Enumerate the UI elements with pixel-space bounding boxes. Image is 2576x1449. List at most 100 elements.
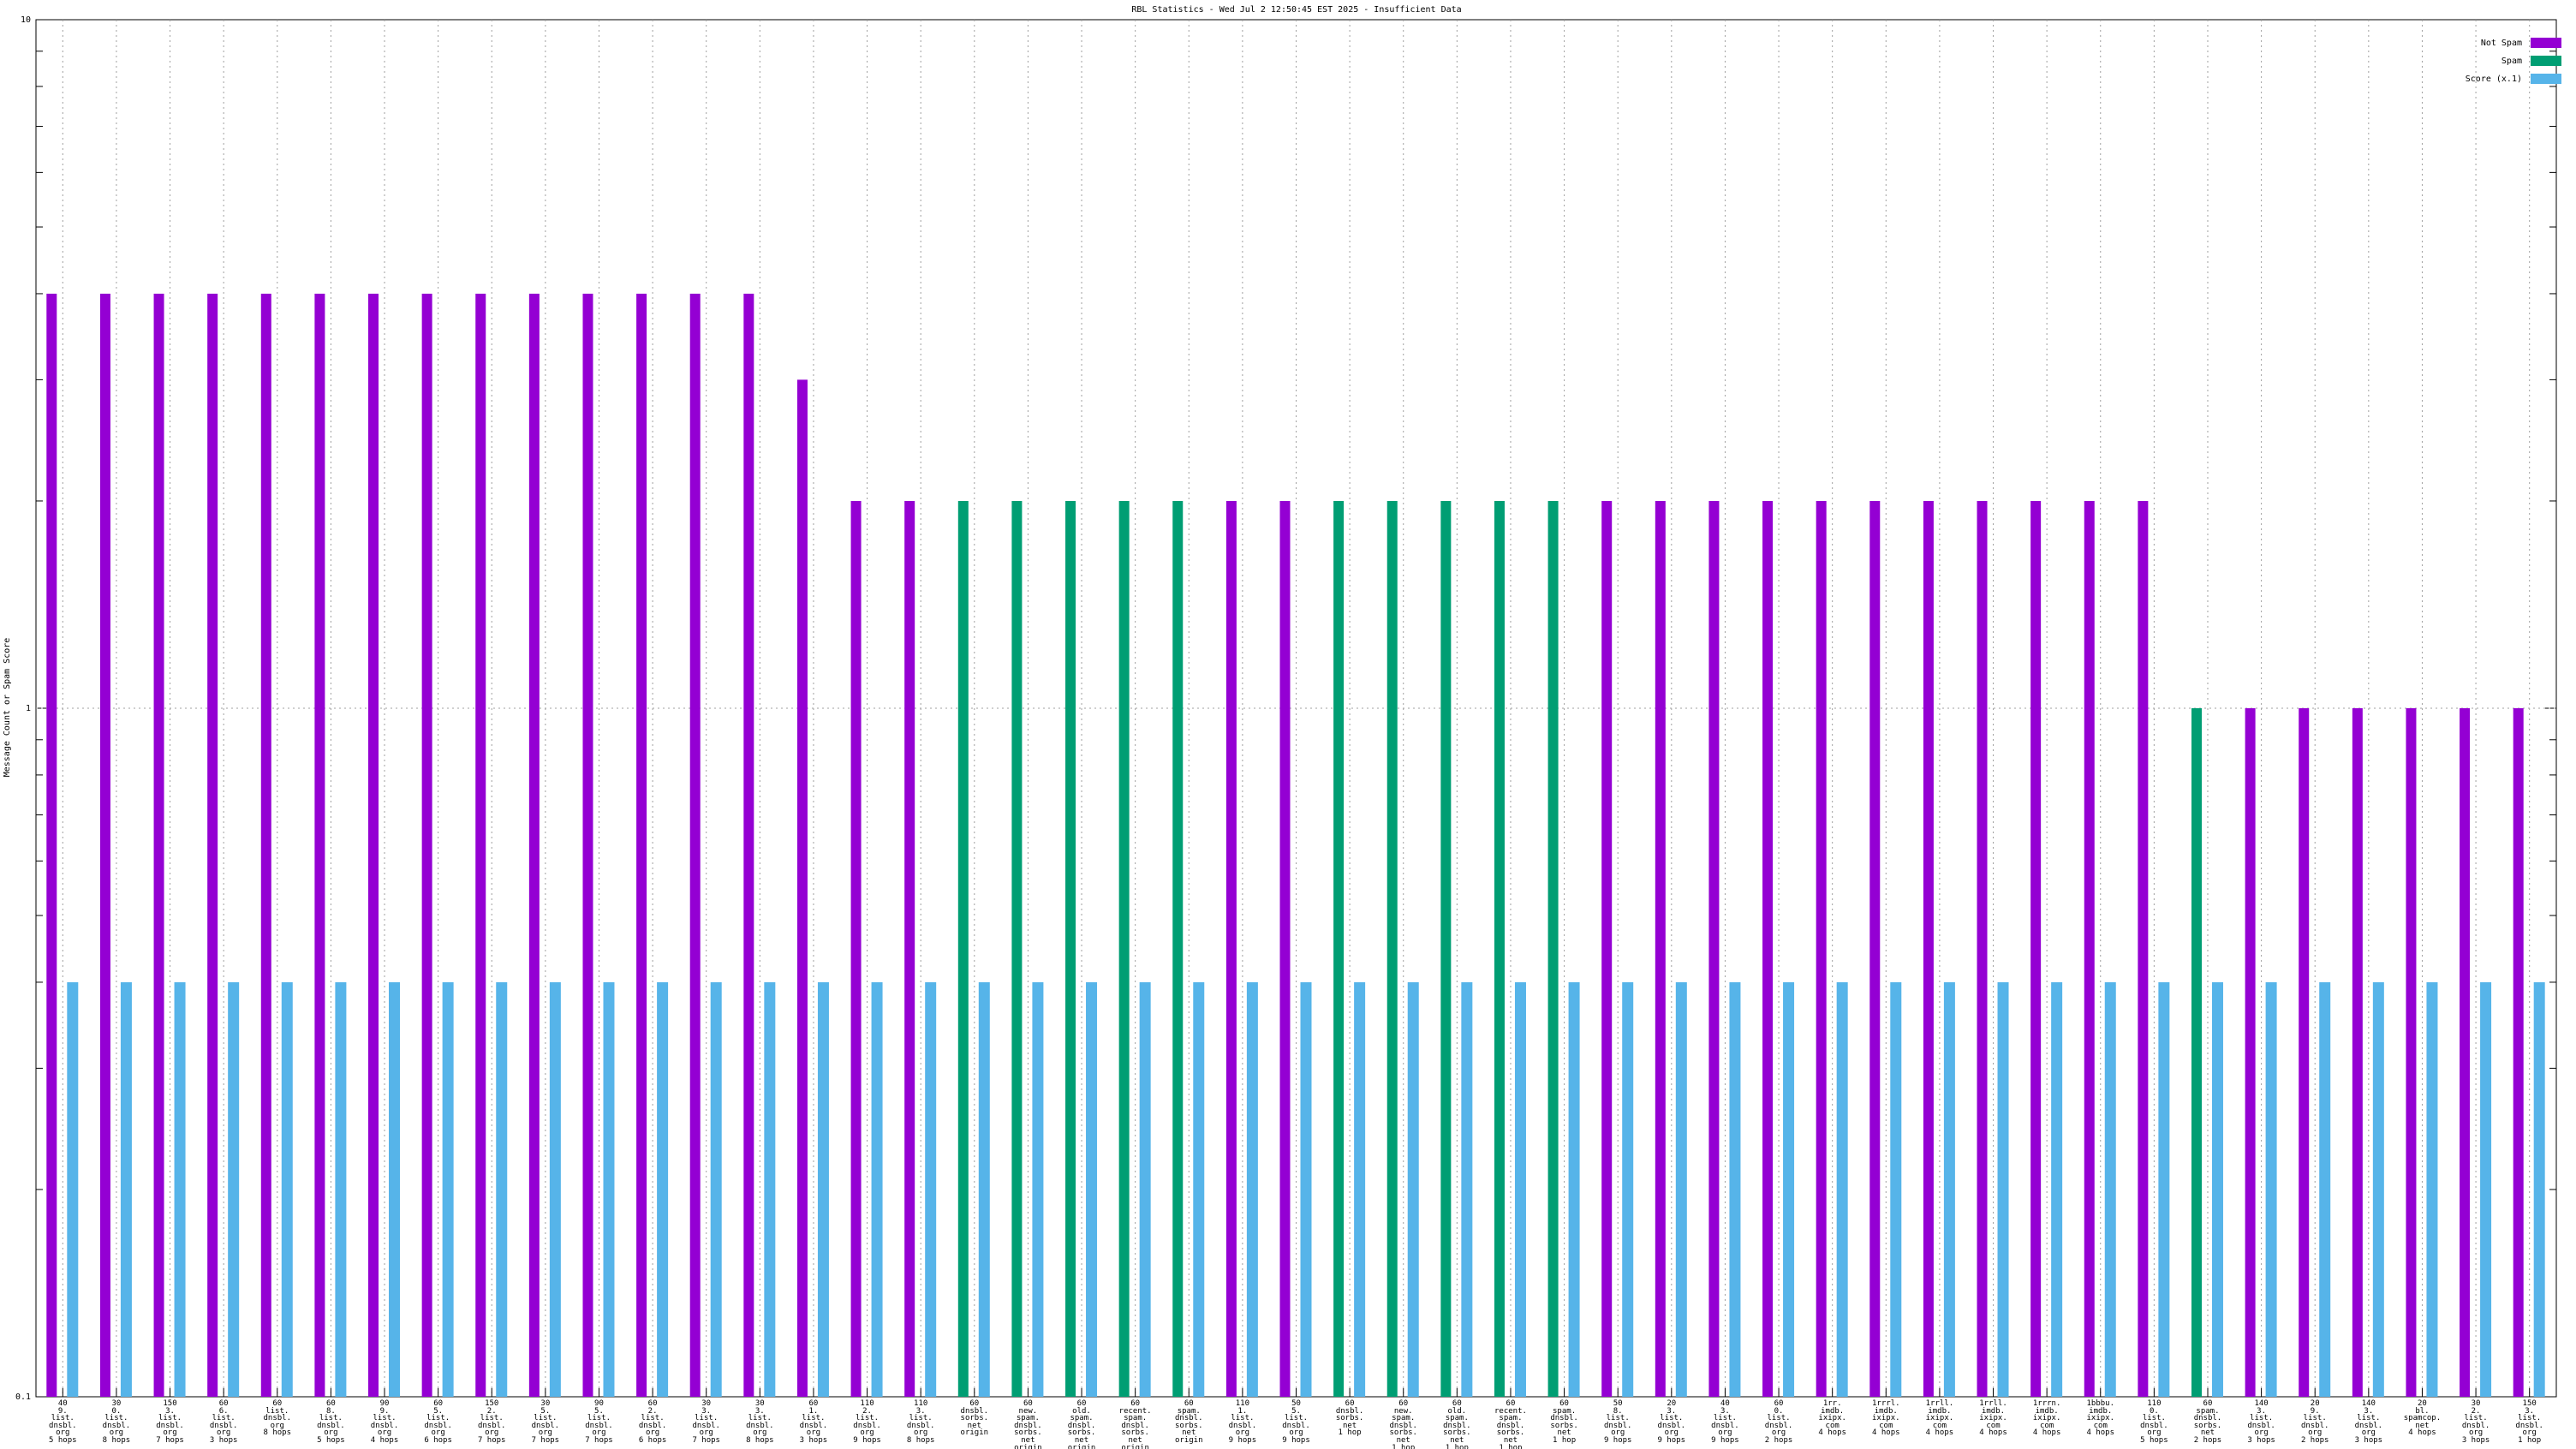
bar: [1923, 500, 1934, 1397]
bar: [957, 500, 969, 1397]
y-tick-label: 10: [21, 15, 31, 25]
x-tick-label: 50 8. list. dnsbl. org 9 hops: [1603, 1399, 1632, 1445]
bar: [2480, 981, 2492, 1397]
bar: [153, 293, 164, 1398]
x-tick-label: 60 8. list. dnsbl. org 5 hops: [317, 1399, 345, 1445]
bar: [1333, 500, 1345, 1397]
bar: [582, 293, 593, 1398]
bar: [1354, 981, 1366, 1397]
bar: [603, 981, 615, 1397]
x-tick-label: 90 5. list. dnsbl. org 7 hops: [585, 1399, 613, 1445]
x-tick-label: 30 2. list. dnsbl. org 3 hops: [2461, 1399, 2490, 1445]
bar: [67, 981, 79, 1397]
x-tick-label: 1bbbu. imdb. ixipx. com 4 hops: [2086, 1399, 2114, 1438]
x-tick-label: 60 recent. spam. dnsbl. sorbs. net 1 hop: [1494, 1399, 1527, 1449]
bar: [1977, 500, 1988, 1397]
x-tick-label: 20 3. list. dnsbl. org 9 hops: [1657, 1399, 1686, 1445]
bar: [871, 981, 883, 1397]
bar: [1601, 500, 1613, 1397]
bar: [2533, 981, 2545, 1397]
bar: [2138, 500, 2149, 1397]
bar: [1890, 981, 1902, 1397]
bar: [2460, 708, 2471, 1397]
bar: [1407, 981, 1419, 1397]
bar: [1193, 981, 1205, 1397]
x-tick-label: 110 3. list. dnsbl. org 8 hops: [906, 1399, 935, 1445]
x-tick-label: 1rrll. imdb. ixipx. com 4 hops: [1979, 1399, 2007, 1438]
x-tick-label: 60 recent. spam. dnsbl. sorbs. net origi…: [1118, 1399, 1152, 1449]
bar: [228, 981, 240, 1397]
bar: [2265, 981, 2277, 1397]
x-tick-label: 50 5. list. dnsbl. org 9 hops: [1282, 1399, 1310, 1445]
bar: [657, 981, 669, 1397]
bar: [2352, 708, 2363, 1397]
bar: [2245, 708, 2256, 1397]
bar: [2372, 981, 2384, 1397]
bar: [99, 293, 110, 1398]
bar: [260, 293, 271, 1398]
bar: [442, 981, 454, 1397]
y-tick-label: 0.1: [15, 1392, 31, 1402]
x-tick-label: 1rrll. imdb. ixipx. com 4 hops: [1925, 1399, 1954, 1438]
bar: [2319, 981, 2331, 1397]
legend-label: Score (x.1): [2466, 75, 2522, 84]
x-tick-label: 60 spam. dnsbl. sorbs. net origin: [1175, 1399, 1203, 1445]
bar: [1836, 981, 1848, 1397]
bar: [496, 981, 508, 1397]
bar: [1762, 500, 1774, 1397]
bar: [1622, 981, 1634, 1397]
bar: [314, 293, 325, 1398]
bar: [1547, 500, 1559, 1397]
bar: [1011, 500, 1023, 1397]
x-tick-label: 40 9. list. dnsbl. org 5 hops: [49, 1399, 77, 1445]
bar: [1440, 500, 1452, 1397]
y-tick-label: 1: [26, 704, 31, 713]
x-tick-label: 20 bl. spamcop. net 4 hops: [2403, 1399, 2442, 1438]
bar: [335, 981, 347, 1397]
x-tick-label: 60 spam. dnsbl. sorbs. net 2 hops: [2193, 1399, 2222, 1445]
legend-label: Not Spam: [2481, 39, 2522, 48]
bar: [1032, 981, 1044, 1397]
bar: [2191, 708, 2202, 1397]
bar: [1943, 981, 1955, 1397]
x-tick-label: 30 0. list. dnsbl. org 8 hops: [102, 1399, 131, 1445]
bar: [1246, 981, 1258, 1397]
x-tick-label: 90 9. list. dnsbl. org 4 hops: [370, 1399, 399, 1445]
bar: [1065, 500, 1076, 1397]
bar: [1869, 500, 1881, 1397]
x-tick-label: 60 1. list. dnsbl. org 3 hops: [799, 1399, 828, 1445]
x-tick-label: 30 5. list. dnsbl. org 7 hops: [531, 1399, 560, 1445]
bar: [207, 293, 218, 1398]
legend-swatch: [2531, 38, 2561, 48]
bar: [389, 981, 401, 1397]
x-tick-label: 60 old. spam. dnsbl. sorbs. net 1 hop: [1443, 1399, 1471, 1449]
bar: [1783, 981, 1795, 1397]
x-tick-label: 150 3. list. dnsbl. org 1 hop: [2515, 1399, 2543, 1445]
bar: [120, 981, 132, 1397]
bar: [1300, 981, 1312, 1397]
x-tick-label: 60 2. list. dnsbl. org 6 hops: [638, 1399, 667, 1445]
x-tick-label: 60 old. spam. dnsbl. sorbs. net origin: [1067, 1399, 1096, 1449]
bar: [1494, 500, 1505, 1397]
bar: [2406, 708, 2417, 1397]
x-tick-label: 30 3. list. dnsbl. org 7 hops: [692, 1399, 720, 1445]
bar: [281, 981, 293, 1397]
bar: [1279, 500, 1291, 1397]
x-tick-label: 60 6. list. dnsbl. org 3 hops: [209, 1399, 238, 1445]
x-tick-label: 60 dnsbl. sorbs. net origin: [960, 1399, 989, 1438]
bar: [978, 981, 990, 1397]
bar: [904, 500, 915, 1397]
bar: [528, 293, 540, 1398]
bar: [174, 981, 186, 1397]
bar: [1086, 981, 1098, 1397]
bar: [475, 293, 486, 1398]
bar: [1225, 500, 1237, 1397]
x-tick-label: 60 spam. dnsbl. sorbs. net 1 hop: [1550, 1399, 1578, 1445]
x-tick-label: 60 5. list. dnsbl. org 6 hops: [424, 1399, 452, 1445]
x-tick-label: 60 dnsbl. sorbs. net 1 hop: [1335, 1399, 1364, 1438]
bar: [2211, 981, 2223, 1397]
bar: [925, 981, 937, 1397]
bar: [710, 981, 722, 1397]
x-tick-label: 110 2. list. dnsbl. org 9 hops: [853, 1399, 881, 1445]
